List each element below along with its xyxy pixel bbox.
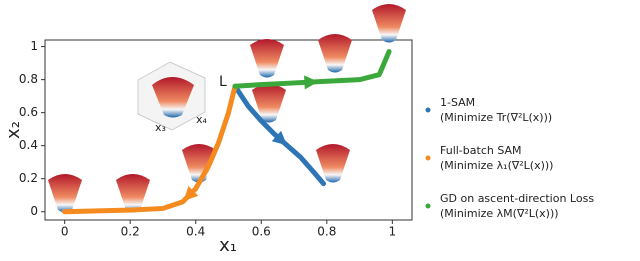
plot-frame <box>44 39 413 221</box>
arrow-head <box>304 75 319 90</box>
x-tick-label: 0.2 <box>121 225 140 239</box>
y-tick-label: 0.6 <box>19 105 38 119</box>
y-tick-label: 1 <box>30 39 38 53</box>
y-axis-label: x₂ <box>3 121 24 139</box>
x-tick-label: 0.8 <box>317 225 336 239</box>
legend-label: Full-batch SAM <box>440 144 522 157</box>
legend-label: (Minimize Tr(∇²L(x))) <box>440 111 552 124</box>
arrow-head <box>183 186 199 201</box>
y-tick-label: 0.4 <box>19 138 38 152</box>
legend-label: (Minimize λ₁(∇²L(x))) <box>440 159 553 172</box>
y-tick-label: 0.8 <box>19 72 38 86</box>
legend-marker <box>425 107 431 113</box>
legend-label: GD on ascent-direction Loss <box>440 192 594 205</box>
axis-annotation: x₃ <box>155 121 166 134</box>
arrow-head <box>271 130 287 146</box>
x-tick-label: 0.4 <box>186 225 205 239</box>
legend-label: 1-SAM <box>440 96 475 109</box>
axis-annotation: x₄ <box>196 113 208 126</box>
point-label: L <box>219 74 227 90</box>
y-tick-label: 0 <box>30 204 38 218</box>
surface-icons <box>48 4 406 213</box>
x-tick-label: 0.6 <box>252 225 271 239</box>
legend-label: (Minimize λM(∇²L(x))) <box>440 207 559 220</box>
x-tick-label: 1 <box>389 225 397 239</box>
trajectory <box>232 49 392 89</box>
x-axis-label: x₁ <box>219 235 237 256</box>
y-tick-label: 0.2 <box>19 171 38 185</box>
legend-marker <box>425 203 431 209</box>
legend-marker <box>425 155 431 161</box>
x-tick-label: 0 <box>61 225 69 239</box>
